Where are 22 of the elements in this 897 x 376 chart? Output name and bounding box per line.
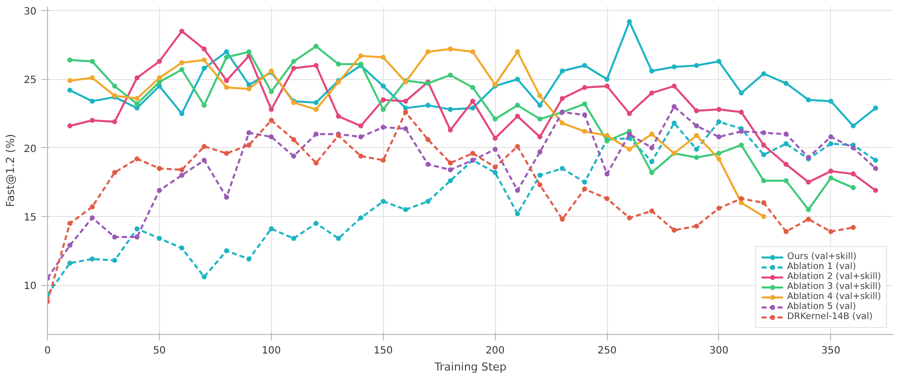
y-axis-title: Fast@1.2 (%) [4,134,17,208]
y-tick-label: 15 [24,212,37,224]
x-tick-label: 100 [262,346,281,356]
y-tick-label: 30 [24,6,37,18]
x-tick-label: 250 [597,346,617,356]
x-tick-label: 150 [374,346,393,356]
y-tick-label: 20 [24,144,37,155]
legend-label: Ablation 3 (val+skill) [787,282,881,292]
x-tick-label: 50 [153,346,166,356]
legend-label: Ablation 4 (val+skill) [787,292,881,302]
x-tick-label: 300 [709,346,728,356]
legend-label: DRKernel-14B (val) [787,312,873,322]
legend-label: Ours (val+skill) [787,252,856,262]
x-axis-title: Training Step [434,360,506,374]
x-tick-label: 0 [44,346,51,356]
x-tick-label: 200 [486,346,505,356]
y-tick-label: 10 [24,281,37,292]
y-tick-label: 25 [24,75,37,86]
legend-label: Ablation 5 (val) [787,302,856,312]
legend-label: Ablation 1 (val) [787,262,856,272]
legend-label: Ablation 2 (val+skill) [787,272,881,282]
x-tick-label: 350 [821,346,840,356]
